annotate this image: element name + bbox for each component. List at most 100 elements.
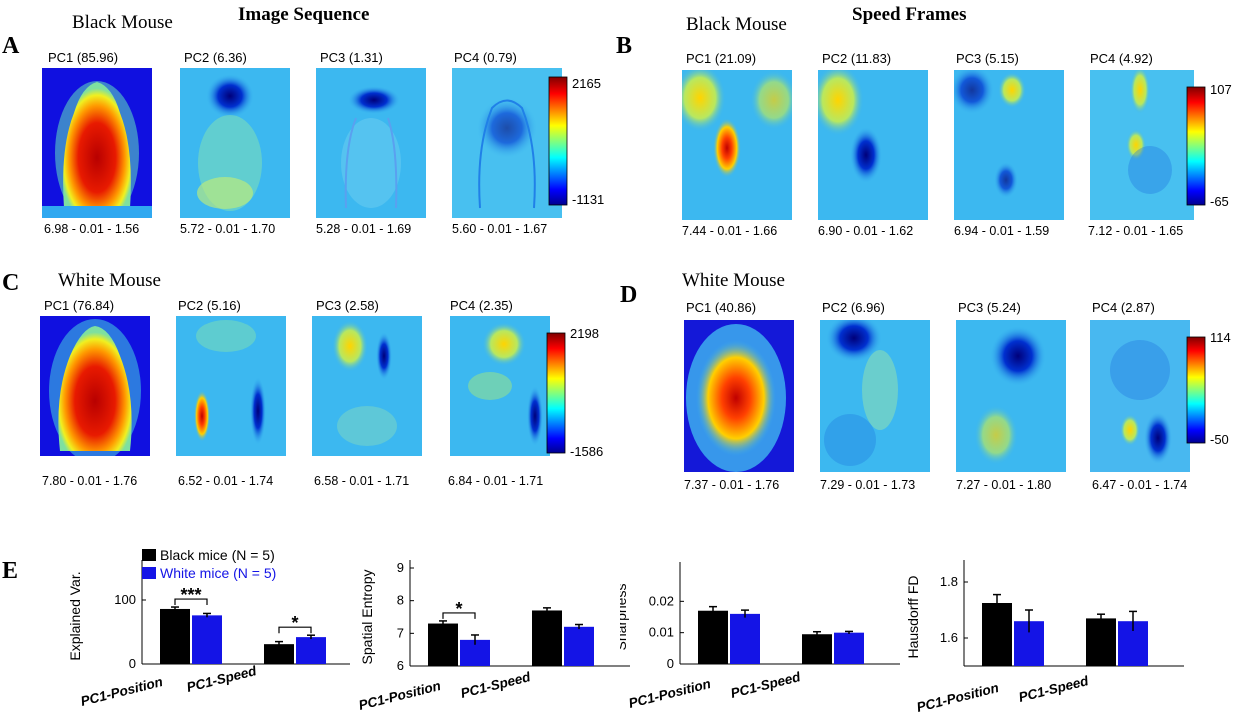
pc-stats: 5.72 - 0.01 - 1.70 [180, 222, 276, 236]
bar [698, 610, 728, 664]
y-tick-label: 0 [129, 656, 136, 671]
pc-stats: 7.44 - 0.01 - 1.66 [682, 224, 778, 238]
pc-stats: 7.27 - 0.01 - 1.80 [956, 478, 1052, 492]
colorbar-max: 2165 [572, 76, 601, 91]
heatmap-b-pc2 [818, 70, 928, 220]
pc-label: PC2 (6.96) [822, 300, 885, 315]
x-category-label: PC1-Position [627, 676, 712, 711]
y-axis-label: Sharpness [620, 584, 629, 651]
panel-b-mouse-label: Black Mouse [686, 14, 787, 35]
pc-label: PC2 (11.83) [822, 51, 892, 66]
bar-chart-sharpness: 0 0.01 0.02 Sharpness PC1-Position PC1-Speed [620, 562, 900, 711]
colorbar-min: -50 [1210, 432, 1229, 447]
heatmap-d-pc2 [820, 320, 930, 472]
pc-label: PC1 (21.09) [686, 51, 757, 66]
heatmap-c-pc1 [40, 316, 150, 456]
significance-bracket [174, 598, 208, 606]
colorbar-max: 114 [1210, 330, 1231, 345]
pc-label: PC2 (5.16) [178, 298, 241, 313]
panel-b-header: Speed Frames [852, 4, 967, 25]
pc-label: PC2 (6.36) [184, 50, 247, 65]
plot-area: 0 0.01 0.02 [649, 562, 900, 671]
heatmap-b-pc1 [682, 70, 792, 220]
significance-bracket [278, 626, 312, 634]
bar [1086, 618, 1116, 666]
y-tick-label: 0.01 [649, 625, 674, 640]
legend-swatch [142, 549, 156, 561]
colorbar-min: -1131 [572, 192, 605, 207]
panel-d-mouse-label: White Mouse [682, 270, 785, 291]
heatmap-c-pc4 [450, 316, 550, 456]
heatmap-d-pc1 [684, 320, 794, 472]
heatmap-d-pc4 [1090, 320, 1190, 472]
pc-label: PC3 (2.58) [316, 298, 379, 313]
y-axis-label: Hausdorff FD [905, 576, 921, 659]
heatmap-a-pc4 [452, 68, 562, 218]
pc-stats: 7.80 - 0.01 - 1.76 [42, 474, 138, 488]
significance-label: *** [180, 585, 201, 605]
colorbar-a [548, 76, 568, 206]
legend-label: Black mice (N = 5) [160, 547, 275, 563]
heatmap-a-pc2 [180, 68, 290, 218]
panel-letter-c: C [2, 270, 20, 296]
plot-area: 1.6 1.8 [940, 560, 1184, 667]
bar [428, 623, 458, 666]
y-tick-label: 6 [397, 658, 404, 673]
bar [564, 626, 594, 666]
pc-label: PC4 (2.35) [450, 298, 513, 313]
bar [264, 644, 294, 664]
heatmap-a-pc3 [316, 68, 426, 218]
significance-bracket [442, 612, 476, 619]
colorbar-b [1186, 86, 1206, 206]
pc-stats: 7.12 - 0.01 - 1.65 [1088, 224, 1184, 238]
pc-stats: 6.98 - 0.01 - 1.56 [44, 222, 140, 236]
x-category-label: PC1-Position [357, 678, 442, 713]
bar [730, 613, 760, 664]
heatmap-a-pc1 [42, 68, 152, 218]
bar [296, 637, 326, 664]
heatmap-d-pc3 [956, 320, 1066, 472]
x-category-label: PC1-Speed [1017, 673, 1091, 705]
pc-stats: 6.94 - 0.01 - 1.59 [954, 224, 1050, 238]
x-category-label: PC1-Position [79, 674, 164, 709]
colorbar-min: -65 [1210, 194, 1229, 209]
bar-chart-hausdorff-fd: 1.6 1.8 Hausdorff FD PC1-Position PC1-Speed [905, 560, 1184, 715]
bar [192, 615, 222, 664]
y-tick-label: 9 [397, 560, 404, 575]
y-axis-label: Spatial Entropy [359, 570, 375, 665]
pc-stats: 7.29 - 0.01 - 1.73 [820, 478, 916, 492]
y-axis-label: Explained Var. [67, 571, 83, 660]
panel-letter-b: B [616, 33, 633, 59]
pc-stats: 5.28 - 0.01 - 1.69 [316, 222, 412, 236]
pc-stats: 6.47 - 0.01 - 1.74 [1092, 478, 1188, 492]
bar [532, 610, 562, 666]
bar [982, 603, 1012, 666]
pc-label: PC4 (4.92) [1090, 51, 1153, 66]
pc-stats: 6.90 - 0.01 - 1.62 [818, 224, 914, 238]
bar [802, 634, 832, 664]
y-tick-label: 7 [397, 625, 404, 640]
pc-stats: 6.52 - 0.01 - 1.74 [178, 474, 274, 488]
panel-a-mouse-label: Black Mouse [72, 12, 173, 33]
colorbar-max: 2198 [570, 326, 599, 341]
heatmap-c-pc3 [312, 316, 422, 456]
significance-label: * [291, 613, 298, 633]
colorbar-d [1186, 336, 1206, 444]
x-category-label: PC1-Speed [185, 663, 259, 695]
panel-c-mouse-label: White Mouse [58, 270, 161, 291]
pc-label: PC3 (1.31) [320, 50, 383, 65]
heatmap-b-pc4 [1090, 70, 1194, 220]
legend-swatch [142, 567, 156, 579]
colorbar-max: 107 [1210, 82, 1232, 97]
heatmap-b-pc3 [954, 70, 1064, 220]
panel-letter-a: A [2, 33, 20, 59]
pc-stats: 6.58 - 0.01 - 1.71 [314, 474, 410, 488]
y-tick-label: 100 [114, 592, 136, 607]
pc-label: PC3 (5.24) [958, 300, 1021, 315]
significance-label: * [455, 599, 462, 619]
y-tick-label: 8 [397, 593, 404, 608]
y-tick-label: 0.02 [649, 593, 674, 608]
x-category-label: PC1-Position [915, 680, 1000, 715]
